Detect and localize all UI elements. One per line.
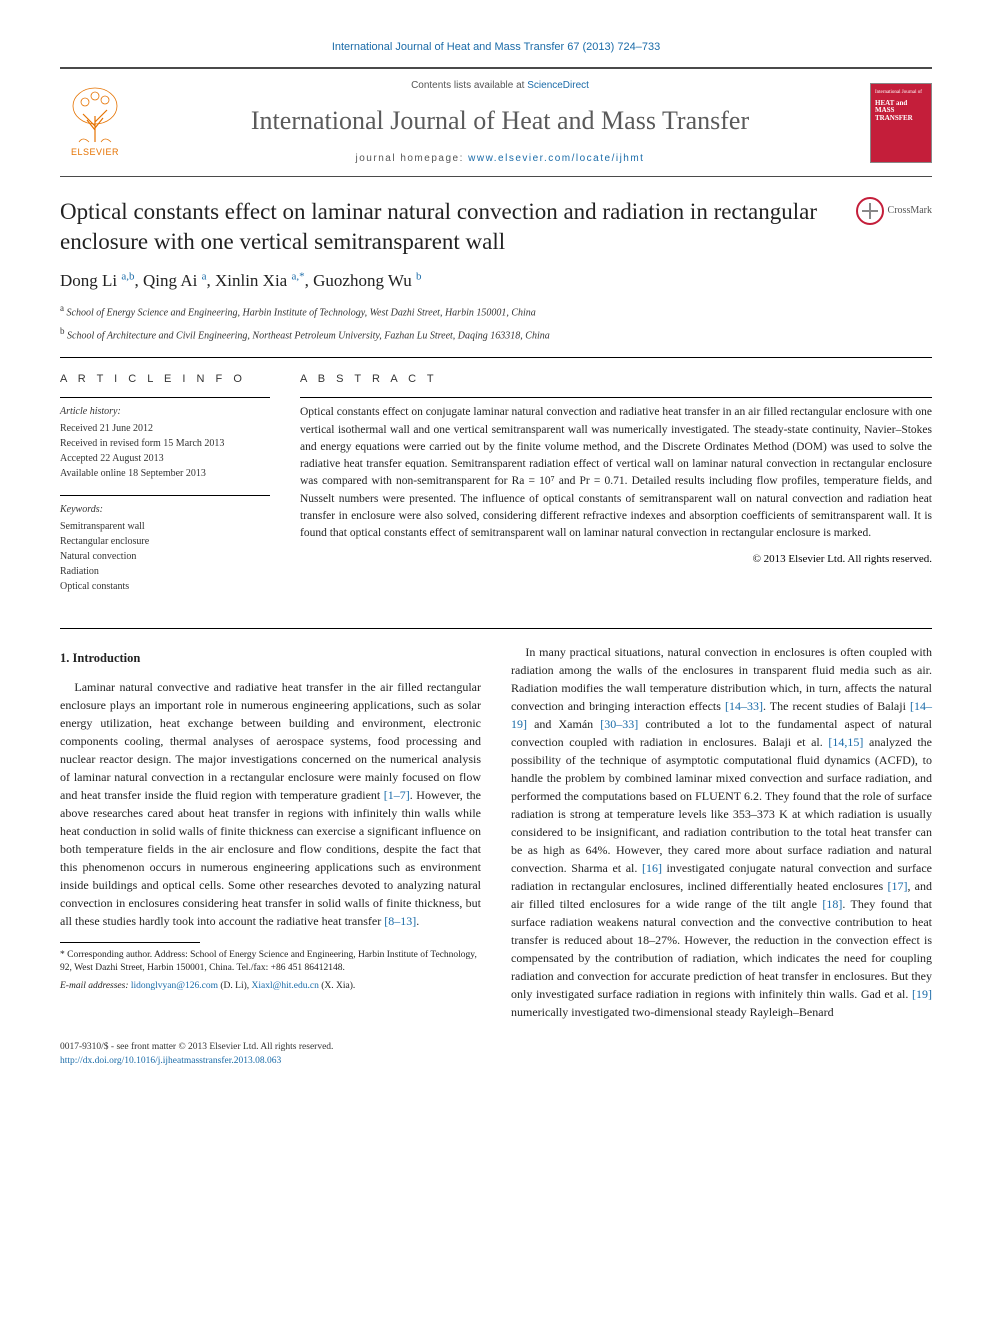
sciencedirect-link[interactable]: ScienceDirect [527, 80, 589, 91]
article-title: Optical constants effect on laminar natu… [60, 197, 840, 257]
crossmark-badge[interactable]: CrossMark [856, 197, 932, 225]
body-paragraph: In many practical situations, natural co… [511, 643, 932, 1021]
crossmark-label: CrossMark [888, 204, 932, 218]
keywords-label: Keywords: [60, 502, 270, 517]
body-text: . The recent studies of Balaji [763, 699, 910, 713]
affil-sup: a [60, 303, 64, 313]
doi-link[interactable]: http://dx.doi.org/10.1016/j.ijheatmasstr… [60, 1056, 281, 1066]
cover-small-text: International Journal of [875, 90, 927, 96]
email-link[interactable]: lidonglvyan@126.com [131, 981, 218, 991]
body-text: and Xamán [527, 717, 600, 731]
footnote-rule [60, 942, 200, 943]
authors-line: Dong Li a,b, Qing Ai a, Xinlin Xia a,*, … [60, 269, 932, 293]
email-who: (X. Xia). [321, 981, 355, 991]
contents-list-line: Contents lists available at ScienceDirec… [146, 79, 854, 93]
affil-text: School of Energy Science and Engineering… [67, 308, 536, 319]
front-matter-line: 0017-9310/$ - see front matter © 2013 El… [60, 1041, 932, 1054]
citation-link[interactable]: [14,15] [828, 735, 863, 749]
info-divider [60, 495, 270, 496]
affil-sup: b [60, 326, 65, 336]
running-header: International Journal of Heat and Mass T… [60, 40, 932, 55]
homepage-line: journal homepage: www.elsevier.com/locat… [146, 152, 854, 166]
citation-link[interactable]: [30–33] [600, 717, 638, 731]
elsevier-tree-icon [65, 86, 125, 144]
body-text: . They found that surface radiation weak… [511, 897, 932, 1001]
citation-link[interactable]: [18] [822, 897, 842, 911]
abstract-column: A B S T R A C T Optical constants effect… [300, 372, 932, 608]
keyword: Radiation [60, 564, 270, 579]
history-label: Article history: [60, 404, 270, 419]
cover-title-text: HEAT and MASS TRANSFER [875, 100, 927, 123]
abstract-divider [300, 397, 932, 398]
page-footer: 0017-9310/$ - see front matter © 2013 El… [60, 1041, 932, 1068]
corresponding-author-footnote: * Corresponding author. Address: School … [60, 949, 481, 993]
elsevier-wordmark: ELSEVIER [71, 146, 119, 159]
info-divider [60, 397, 270, 398]
body-two-column: 1. Introduction Laminar natural convecti… [60, 643, 932, 1023]
body-paragraph: Laminar natural convective and radiative… [60, 678, 481, 930]
elsevier-logo[interactable]: ELSEVIER [60, 83, 130, 163]
email-who: (D. Li), [220, 981, 249, 991]
affil-text: School of Architecture and Civil Enginee… [67, 330, 550, 341]
email-label: E-mail addresses: [60, 981, 129, 991]
masthead: ELSEVIER Contents lists available at Sci… [60, 67, 932, 176]
abstract-text: Optical constants effect on conjugate la… [300, 404, 932, 542]
keyword: Rectangular enclosure [60, 534, 270, 549]
body-text: analyzed the possibility of the techniqu… [511, 735, 932, 875]
corr-author-text: * Corresponding author. Address: School … [60, 949, 481, 976]
keyword: Optical constants [60, 579, 270, 594]
contents-prefix: Contents lists available at [411, 80, 527, 91]
body-text: Laminar natural convective and radiative… [60, 680, 481, 802]
citation-link[interactable]: [14–33] [725, 699, 763, 713]
keyword: Semitransparent wall [60, 519, 270, 534]
crossmark-icon [856, 197, 884, 225]
affiliation-a: a School of Energy Science and Engineeri… [60, 302, 932, 320]
masthead-center: Contents lists available at ScienceDirec… [146, 79, 854, 165]
divider [60, 628, 932, 629]
history-line: Received in revised form 15 March 2013 [60, 436, 270, 451]
journal-name: International Journal of Heat and Mass T… [146, 103, 854, 139]
keyword: Natural convection [60, 549, 270, 564]
history-line: Received 21 June 2012 [60, 421, 270, 436]
citation-link[interactable]: [16] [642, 861, 662, 875]
history-line: Accepted 22 August 2013 [60, 451, 270, 466]
history-line: Available online 18 September 2013 [60, 466, 270, 481]
citation-link[interactable]: [1–7] [384, 788, 410, 802]
article-info-heading: A R T I C L E I N F O [60, 372, 270, 387]
section-heading-intro: 1. Introduction [60, 649, 481, 668]
citation-link[interactable]: [19] [912, 987, 932, 1001]
email-link[interactable]: Xiaxl@hit.edu.cn [252, 981, 319, 991]
article-history-block: Article history: Received 21 June 2012 R… [60, 404, 270, 481]
journal-cover-thumbnail[interactable]: International Journal of HEAT and MASS T… [870, 83, 932, 163]
affiliations: a School of Energy Science and Engineeri… [60, 302, 932, 343]
affiliation-b: b School of Architecture and Civil Engin… [60, 325, 932, 343]
divider [60, 357, 932, 358]
email-line: E-mail addresses: lidonglvyan@126.com (D… [60, 980, 481, 993]
abstract-copyright: © 2013 Elsevier Ltd. All rights reserved… [300, 552, 932, 567]
abstract-heading: A B S T R A C T [300, 372, 932, 387]
body-text: . [416, 914, 419, 928]
body-text: numerically investigated two-dimensional… [511, 1005, 834, 1019]
keywords-block: Keywords: Semitransparent wall Rectangul… [60, 502, 270, 594]
homepage-prefix: journal homepage: [356, 153, 469, 164]
citation-link[interactable]: [8–13] [384, 914, 416, 928]
homepage-link[interactable]: www.elsevier.com/locate/ijhmt [468, 153, 644, 164]
body-text: . However, the above researches cared ab… [60, 788, 481, 928]
citation-link[interactable]: [17] [887, 879, 907, 893]
article-info-column: A R T I C L E I N F O Article history: R… [60, 372, 270, 608]
